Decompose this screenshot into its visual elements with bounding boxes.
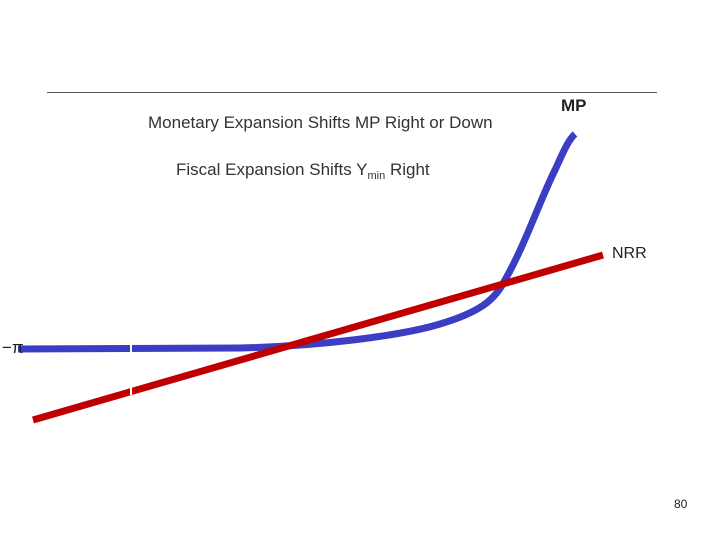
divider-mark	[130, 343, 132, 353]
fiscal-label-tail: Right	[385, 160, 430, 179]
nrr-line-label: NRR	[612, 245, 647, 262]
page-number: 80	[674, 497, 688, 511]
fiscal-expansion-label: Fiscal Expansion Shifts Ymin Right	[176, 160, 430, 182]
title-rule	[47, 92, 657, 93]
fiscal-label-main: Fiscal Expansion Shifts Y	[176, 160, 368, 179]
nrr-line	[32, 251, 604, 424]
mp-curve-label: MP	[561, 96, 587, 115]
negative-pi-label: −π	[2, 338, 24, 357]
monetary-expansion-label: Monetary Expansion Shifts MP Right or Do…	[148, 113, 493, 132]
divider-mark	[130, 383, 132, 395]
fiscal-label-subscript: min	[367, 170, 386, 182]
mp-curve	[17, 131, 578, 353]
